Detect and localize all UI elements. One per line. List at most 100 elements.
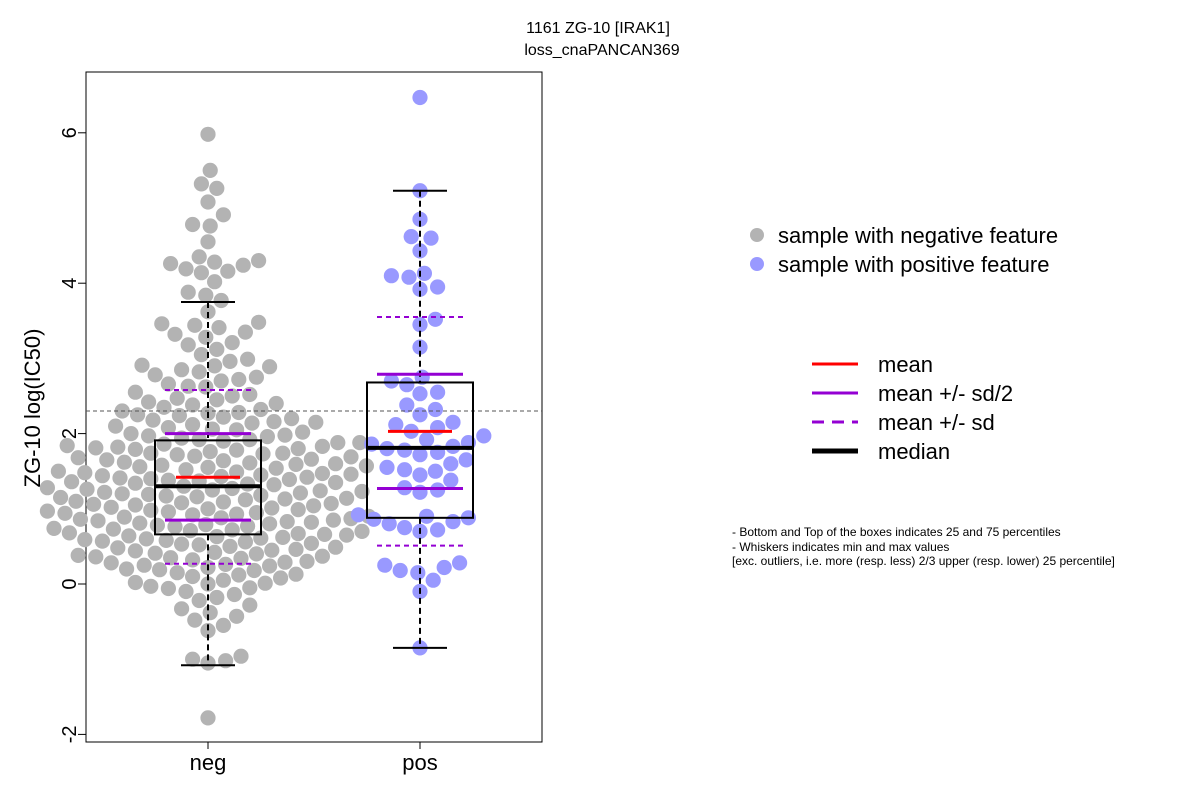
data-point-neg (229, 422, 245, 438)
data-point-neg (127, 475, 143, 491)
data-point-neg (255, 446, 271, 462)
data-point-neg (178, 462, 194, 478)
data-point-neg (185, 397, 201, 413)
data-point-neg (193, 347, 209, 363)
data-point-neg (306, 498, 322, 514)
legend-label-half-sd: mean +/- sd/2 (878, 381, 1013, 406)
data-point-pos (410, 565, 426, 581)
data-point-neg (314, 465, 330, 482)
data-point-neg (209, 341, 225, 357)
data-point-neg (215, 572, 231, 588)
data-point-neg (233, 550, 249, 567)
x-category-label-neg: neg (190, 750, 227, 775)
data-point-neg (237, 534, 253, 550)
data-point-neg (244, 415, 260, 431)
data-point-neg (141, 394, 157, 410)
data-point-neg (343, 466, 359, 482)
data-point-neg (90, 513, 106, 529)
data-point-neg (215, 207, 231, 223)
data-point-neg (242, 455, 258, 471)
data-point-neg (180, 337, 196, 353)
data-point-neg (284, 411, 300, 427)
data-point-neg (240, 518, 256, 534)
data-point-neg (103, 555, 119, 571)
data-point-neg (200, 194, 216, 210)
y-tick-label: 4 (59, 278, 81, 289)
data-point-neg (229, 506, 245, 522)
data-point-neg (200, 710, 216, 726)
data-point-neg (215, 409, 231, 425)
data-point-neg (171, 408, 187, 424)
data-point-neg (303, 535, 319, 552)
data-point-neg (303, 451, 319, 467)
data-point-neg (193, 176, 209, 192)
data-point-neg (154, 457, 170, 473)
data-point-pos (430, 384, 446, 400)
data-point-neg (180, 284, 196, 300)
data-point-neg (141, 486, 157, 503)
data-point-neg (147, 367, 163, 383)
notes: - Bottom and Top of the boxes indicates … (732, 525, 1115, 568)
data-point-neg (156, 399, 172, 415)
data-point-neg (185, 568, 201, 585)
data-point-neg (127, 543, 143, 559)
data-point-neg (185, 417, 201, 433)
data-point-neg (202, 162, 218, 178)
data-point-neg (39, 503, 56, 519)
data-point-neg (352, 435, 368, 451)
data-point-neg (339, 527, 355, 543)
data-point-neg (266, 414, 282, 430)
legend-label-median: median (878, 439, 950, 464)
data-point-neg (97, 484, 113, 500)
data-point-pos (412, 407, 428, 423)
data-point-neg (158, 488, 174, 504)
data-point-neg (178, 583, 194, 600)
data-point-neg (160, 580, 176, 597)
data-point-neg (88, 549, 104, 565)
data-point-neg (259, 429, 275, 445)
data-point-neg (160, 376, 176, 392)
data-point-pos (458, 452, 474, 468)
plot-frame (85, 71, 543, 743)
chart-subtitle: loss_cnaPANCAN369 (524, 42, 679, 59)
data-point-neg (277, 491, 293, 507)
data-point-neg (281, 471, 297, 488)
data-point-pos (403, 229, 419, 245)
data-point-pos (412, 447, 428, 463)
data-point-neg (295, 424, 311, 440)
data-point-pos (427, 311, 443, 327)
data-point-neg (94, 468, 110, 484)
data-point-neg (213, 292, 229, 309)
data-point-neg (235, 257, 251, 273)
data-point-neg (215, 617, 231, 634)
data-point-neg (231, 567, 247, 583)
data-point-neg (191, 592, 207, 609)
data-point-pos (383, 373, 399, 389)
data-point-neg (277, 427, 293, 443)
data-point-pos (397, 442, 413, 458)
y-tick-label: 2 (59, 428, 81, 439)
data-point-pos (436, 559, 452, 576)
data-point-neg (312, 483, 328, 499)
data-point-pos (445, 414, 461, 430)
data-point-neg (185, 216, 201, 233)
data-point-neg (198, 379, 214, 395)
data-point-neg (158, 532, 174, 549)
data-point-neg (167, 519, 183, 535)
y-axis: -2 0 2 4 6 (59, 127, 86, 743)
data-point-neg (132, 459, 148, 475)
data-point-neg (108, 418, 124, 434)
y-tick-label: 6 (59, 127, 81, 138)
data-point-neg (354, 523, 370, 540)
data-point-neg (127, 497, 143, 513)
data-point-neg (308, 414, 324, 430)
data-point-pos (366, 511, 382, 527)
data-point-pos (381, 516, 397, 532)
data-point-neg (182, 523, 198, 539)
data-point-neg (262, 516, 278, 532)
data-point-neg (72, 511, 88, 527)
data-point-neg (154, 316, 170, 332)
data-point-neg (220, 263, 236, 279)
data-point-neg (202, 444, 218, 460)
data-point-neg (218, 556, 234, 573)
